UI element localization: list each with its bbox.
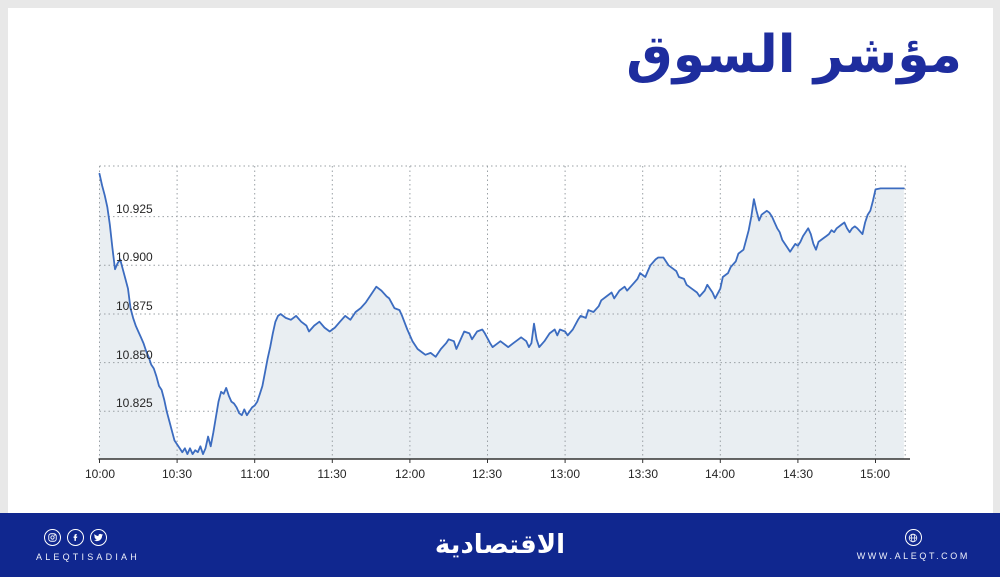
twitter-icon[interactable]	[90, 528, 107, 546]
footer-social-block: ALEQTISADIAH	[36, 528, 140, 562]
page-title: مؤشر السوق	[626, 25, 962, 85]
instagram-icon[interactable]	[44, 528, 61, 546]
footer-logo-arabic: الاقتصادية	[434, 530, 566, 560]
footer-bar: ALEQTISADIAH الاقتصادية WWW.ALEQT.COM	[0, 513, 1000, 577]
footer-website-block: WWW.ALEQT.COM	[857, 529, 970, 561]
globe-icon	[904, 529, 922, 546]
content-card	[8, 8, 993, 577]
footer-brand-handle: ALEQTISADIAH	[36, 551, 140, 562]
footer-website[interactable]: WWW.ALEQT.COM	[856, 551, 970, 561]
facebook-icon[interactable]	[67, 528, 84, 546]
social-icons-row	[44, 528, 107, 546]
